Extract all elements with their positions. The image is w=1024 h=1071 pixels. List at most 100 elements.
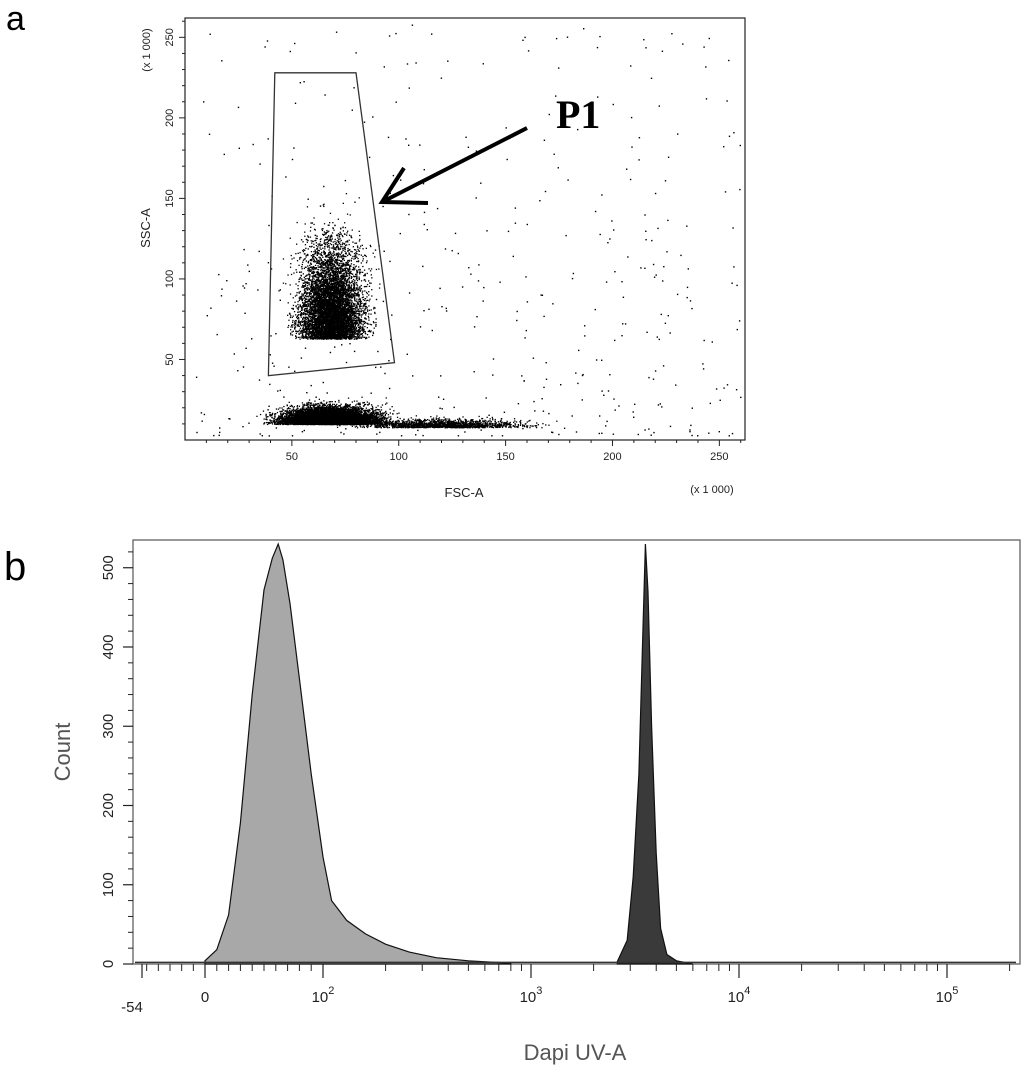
event-point [388,420,390,422]
event-point [377,405,379,407]
event-point [319,402,321,404]
event-point [366,418,368,420]
event-point [282,409,285,411]
event-point [310,415,312,417]
event-point [325,407,328,409]
event-point [371,412,373,414]
event-point [345,408,347,411]
event-point [274,421,276,423]
event-point [256,415,258,417]
event-point [273,413,276,415]
event-point [373,420,376,422]
event-point [328,401,330,403]
event-point [373,413,376,415]
event-point [364,403,367,406]
event-point [322,406,324,408]
event-point [381,414,384,416]
event-point [309,402,311,404]
event-point [287,412,289,415]
event-point [383,415,385,417]
event-point [292,411,295,413]
event-point [315,404,317,406]
event-point [297,409,299,411]
event-point [367,411,369,413]
event-point [306,407,309,409]
event-point [306,402,308,404]
event-point [355,406,357,408]
event-point [296,406,298,408]
event-point [293,413,295,415]
event-point [274,423,276,425]
event-point [347,412,349,414]
event-point [291,412,293,415]
event-point [387,417,389,419]
event-point [288,401,290,403]
event-point [373,415,375,417]
event-point [314,407,316,409]
event-point [391,421,393,423]
event-point [307,403,309,405]
event-point [296,408,298,410]
event-point [259,413,262,416]
event-point [374,417,376,419]
event-point [385,403,387,405]
event-point [348,408,350,410]
event-point [370,423,373,425]
event-point [277,416,279,419]
event-point [325,407,328,409]
event-point [362,405,365,407]
event-point [276,420,278,422]
event-point [384,414,386,417]
event-point [390,416,392,418]
event-point [381,419,383,422]
event-point [335,412,337,414]
event-point [279,422,281,424]
event-point [294,413,296,415]
event-point [361,408,363,410]
event-point [362,416,364,418]
event-point [372,407,374,410]
event-point [372,421,374,423]
event-point [271,413,273,416]
event-point [297,407,299,410]
event-point [286,418,288,420]
event-point [301,402,304,404]
event-point [388,416,390,418]
event-point [380,419,382,421]
event-point [299,423,301,425]
event-point [293,406,295,408]
event-point [291,415,293,418]
event-point [278,423,280,426]
event-point [280,411,282,413]
event-point [345,403,347,405]
event-point [292,407,294,409]
panel-a-label: a [6,0,25,38]
panel-a-plot-frame [184,17,746,441]
event-point [315,407,318,409]
event-point [277,419,279,421]
event-point [326,401,328,403]
event-point [381,413,383,415]
event-point [323,406,325,409]
event-point [325,402,328,405]
event-point [333,403,335,406]
event-point [273,421,275,423]
event-point [392,413,394,415]
event-point [278,416,280,418]
event-point [280,412,282,415]
event-point [287,411,290,414]
event-point [292,410,294,412]
event-point [318,409,320,411]
event-point [379,423,381,425]
event-point [308,403,310,405]
event-point [302,405,304,407]
event-point [346,407,348,409]
event-point [332,403,334,405]
event-point [290,418,292,420]
event-point [369,416,371,418]
event-point [382,413,384,415]
event-point [278,420,280,423]
event-point [370,404,373,406]
event-point [358,410,361,413]
